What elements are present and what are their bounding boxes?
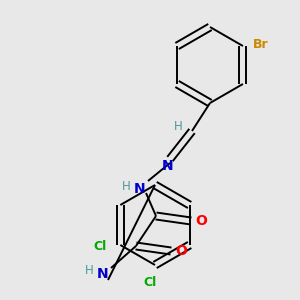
Text: N: N bbox=[134, 182, 146, 196]
Text: Cl: Cl bbox=[94, 241, 107, 254]
Text: O: O bbox=[175, 244, 187, 258]
Text: Cl: Cl bbox=[143, 277, 157, 290]
Text: H: H bbox=[174, 121, 182, 134]
Text: O: O bbox=[195, 214, 207, 228]
Text: H: H bbox=[122, 179, 130, 193]
Text: N: N bbox=[97, 267, 109, 281]
Text: H: H bbox=[85, 265, 93, 278]
Text: Br: Br bbox=[253, 38, 269, 50]
Text: N: N bbox=[162, 159, 174, 173]
